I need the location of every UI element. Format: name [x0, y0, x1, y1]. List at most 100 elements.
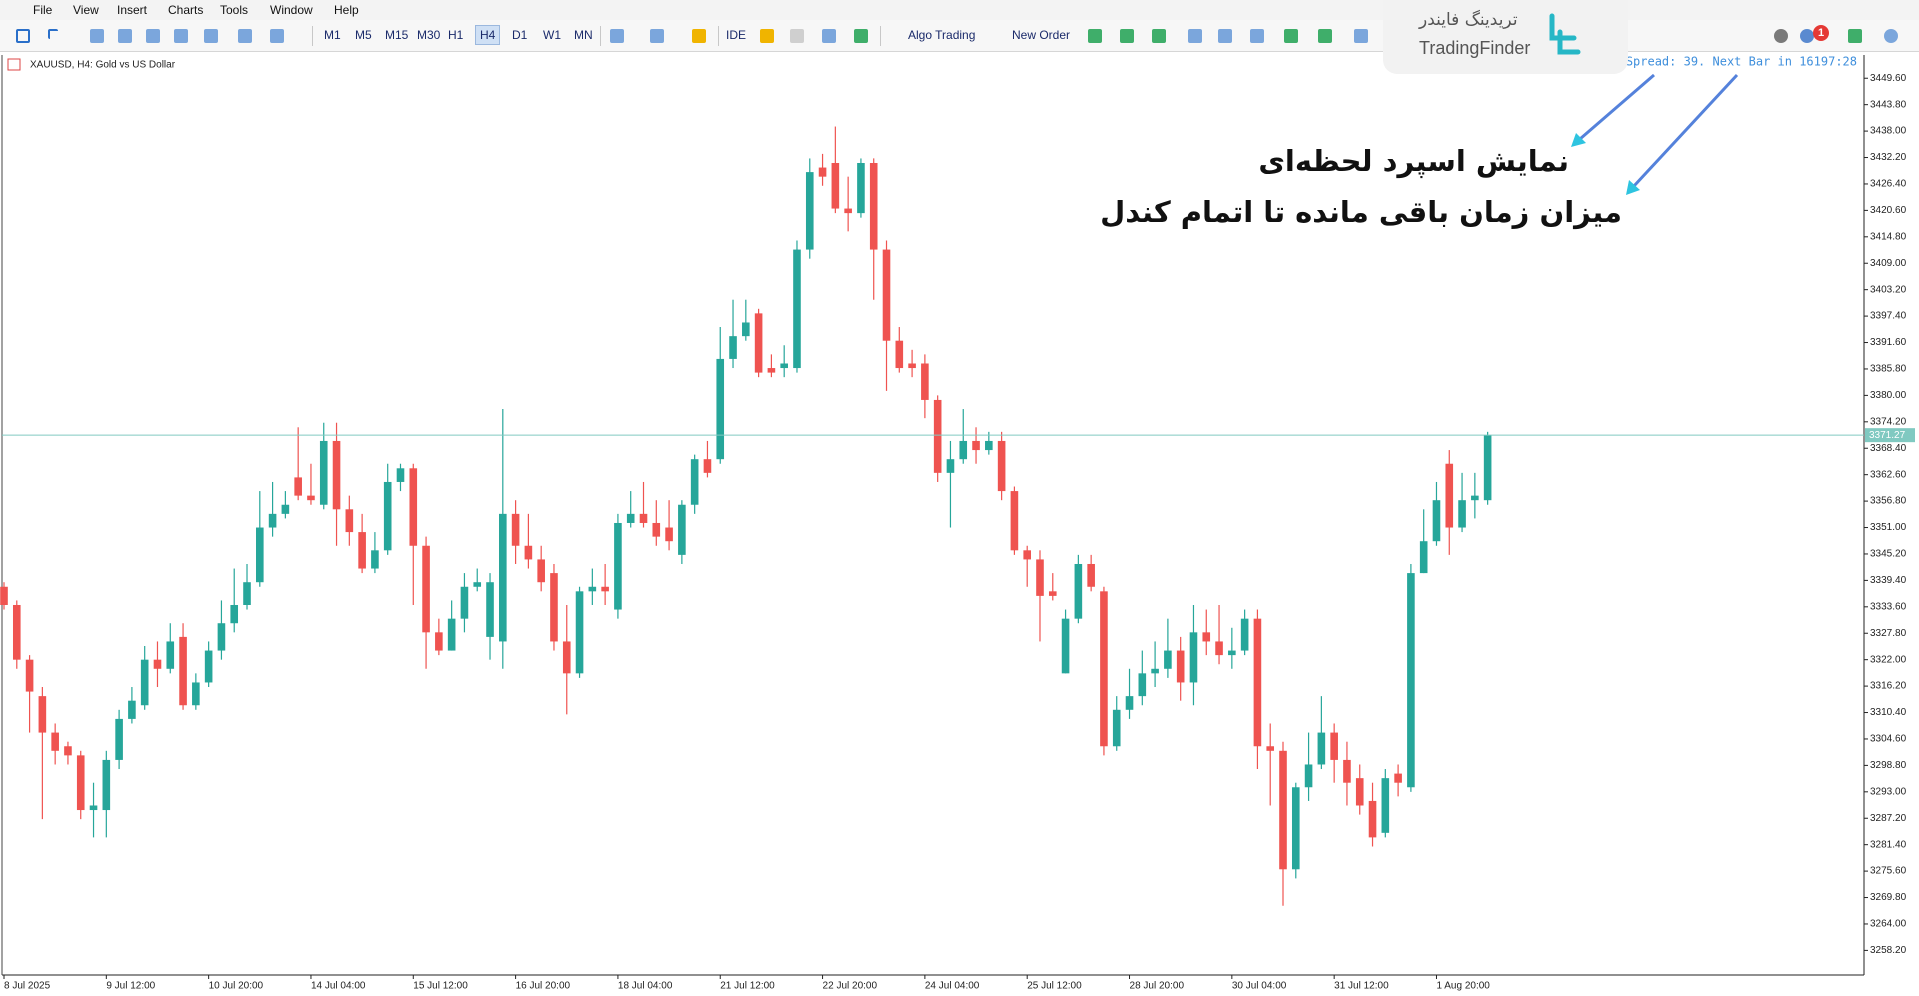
candle-body [614, 522, 622, 610]
x-tick-label: 1 Aug 20:00 [1436, 981, 1490, 992]
notification-badge[interactable]: 1 [1813, 25, 1829, 41]
y-tick-label: 3269.80 [1870, 892, 1907, 903]
candle-body [933, 399, 942, 473]
y-tick-label: 3298.80 [1870, 760, 1907, 771]
hline-icon[interactable] [118, 29, 132, 43]
menu-item[interactable]: Window [270, 3, 313, 17]
candle-body [166, 641, 175, 669]
chart-title: XAUUSD, H4: Gold vs US Dollar [30, 60, 176, 71]
trend-icon[interactable] [146, 29, 160, 43]
vps-icon[interactable] [760, 29, 774, 43]
cloud-icon[interactable] [822, 29, 836, 43]
menu-item[interactable]: Tools [220, 3, 249, 17]
candle-body [742, 322, 750, 337]
timeframe-button[interactable]: W1 [543, 28, 561, 42]
indicators-icon[interactable] [650, 29, 664, 43]
candle-body [678, 504, 686, 555]
candle-body [946, 459, 955, 473]
candle-body [869, 162, 878, 250]
grid-icon[interactable] [1250, 29, 1264, 43]
y-tick-label: 3362.60 [1870, 469, 1907, 480]
candle-body [1330, 732, 1338, 760]
line-chart-icon[interactable] [1152, 29, 1166, 43]
autoscroll-icon[interactable] [1284, 29, 1298, 43]
bars-icon[interactable] [1120, 29, 1134, 43]
menu-item[interactable]: Insert [117, 3, 148, 17]
candle-body [1151, 668, 1159, 674]
timeframe-button[interactable]: D1 [512, 28, 528, 42]
candle-body [1419, 541, 1428, 574]
line-icon[interactable] [90, 29, 104, 43]
y-tick-label: 3409.00 [1870, 258, 1907, 269]
shapes-icon[interactable] [270, 29, 284, 43]
toolbar-button[interactable]: Algo Trading [908, 28, 976, 42]
toolbar-button[interactable]: New Order [1012, 28, 1071, 42]
candle-body [230, 604, 239, 624]
candle-body [1432, 500, 1441, 542]
y-tick-label: 3432.20 [1870, 152, 1907, 163]
candle-body [1215, 641, 1223, 656]
fibo-icon[interactable] [204, 29, 218, 43]
candle-body [626, 513, 635, 523]
candle-body [12, 604, 21, 660]
x-tick-label: 31 Jul 12:00 [1334, 981, 1389, 992]
menu-item[interactable]: Help [334, 3, 359, 17]
timeframe-button[interactable]: H1 [448, 28, 464, 42]
candle-body [767, 368, 776, 373]
shift-icon[interactable] [1318, 29, 1332, 43]
y-tick-label: 3351.00 [1870, 522, 1907, 533]
candle-body [1010, 491, 1019, 551]
menu-bar: File View Insert Charts Tools Window Help [0, 0, 1919, 20]
candle-body [985, 440, 993, 451]
crosshair-icon[interactable] [48, 29, 58, 39]
screenshot-icon[interactable] [1354, 29, 1368, 43]
price-label-box [1865, 428, 1915, 443]
timeframe-button[interactable]: M15 [385, 28, 409, 42]
signal-icon[interactable] [1848, 29, 1862, 43]
timeframe-button[interactable]: M5 [355, 28, 372, 42]
candle-body [1458, 500, 1466, 528]
menu-item[interactable]: View [73, 3, 99, 17]
timeframe-button[interactable]: M30 [417, 28, 441, 42]
y-tick-label: 3322.00 [1870, 654, 1907, 665]
candle-body [153, 659, 162, 669]
cursor-icon[interactable] [16, 29, 30, 43]
chat-icon[interactable] [1800, 29, 1814, 43]
channel-icon[interactable] [174, 29, 188, 43]
chart-type-icon[interactable] [610, 29, 624, 43]
zoom-out-icon[interactable] [1218, 29, 1232, 43]
candle-body [831, 162, 840, 209]
toolbar-button[interactable]: IDE [726, 28, 747, 42]
x-tick-label: 14 Jul 04:00 [311, 981, 366, 992]
candle-body [115, 718, 123, 760]
y-tick-label: 3374.20 [1870, 416, 1907, 427]
signals-icon[interactable] [790, 29, 804, 43]
web-icon[interactable] [854, 29, 868, 43]
zoom-in-icon[interactable] [1188, 29, 1202, 43]
spread-info: Spread: 39. Next Bar in 16197:28 [1626, 55, 1857, 69]
arrows [1571, 73, 1739, 195]
y-tick-label: 3385.80 [1870, 364, 1907, 375]
candle-body [1228, 650, 1236, 656]
candle-body [1291, 787, 1300, 870]
menu-item[interactable]: Charts [168, 3, 204, 17]
timeframe-button[interactable]: M1 [324, 28, 341, 42]
timeframe-button[interactable]: MN [574, 28, 593, 42]
y-tick-label: 3281.40 [1870, 839, 1907, 850]
candle-body [1100, 591, 1108, 747]
menu-item[interactable]: File [33, 3, 53, 17]
trade-icon[interactable] [1088, 29, 1102, 43]
market-icon[interactable] [692, 29, 706, 43]
text-icon[interactable] [238, 29, 252, 43]
candle-body [0, 586, 8, 605]
x-tick-label: 30 Jul 04:00 [1232, 981, 1287, 992]
timeframe-button[interactable]: H4 [475, 25, 501, 45]
candle-body [575, 591, 584, 674]
search-icon[interactable] [1774, 29, 1788, 43]
y-tick-label: 3293.00 [1870, 786, 1907, 797]
account-icon[interactable] [1884, 29, 1898, 43]
x-tick-label: 24 Jul 04:00 [925, 981, 980, 992]
candle-body [1266, 746, 1275, 751]
y-tick-label: 3304.60 [1870, 734, 1907, 745]
